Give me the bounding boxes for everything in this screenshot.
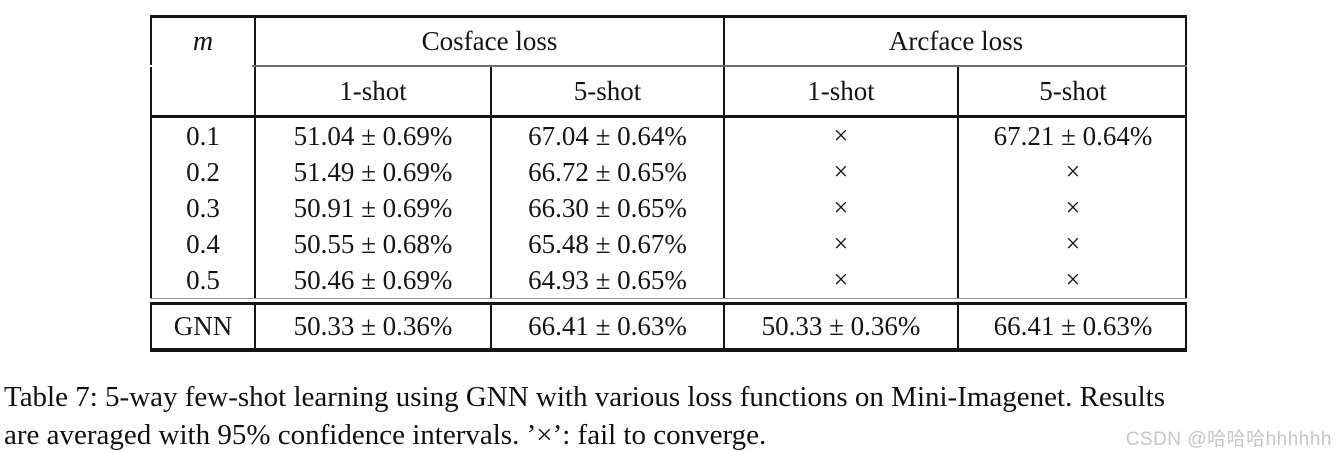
header-cosface-5shot: 5-shot bbox=[490, 67, 723, 115]
table-caption: Table 7: 5-way few-shot learning using G… bbox=[4, 378, 1332, 452]
cell-arcface-1shot: 50.33 ± 0.36% bbox=[723, 304, 957, 348]
table-top-rule bbox=[150, 15, 1187, 18]
cell-arcface-1shot: × bbox=[723, 226, 957, 262]
table-mid-rule bbox=[150, 115, 1187, 118]
cell-cosface-5shot: 67.04 ± 0.64% bbox=[490, 118, 723, 154]
table-double-rule bbox=[150, 298, 1187, 305]
header-group-arcface: Arcface loss bbox=[723, 18, 1187, 65]
cell-cosface-5shot: 66.72 ± 0.65% bbox=[490, 154, 723, 190]
header-arcface-1shot: 1-shot bbox=[723, 67, 957, 115]
cell-cosface-5shot: 66.30 ± 0.65% bbox=[490, 190, 723, 226]
cell-arcface-1shot: × bbox=[723, 190, 957, 226]
row-m-value: 0.5 bbox=[186, 264, 220, 295]
header-m-label: m bbox=[192, 25, 214, 57]
cell-arcface-5shot: × bbox=[957, 190, 1187, 226]
cell-cosface-5shot: 64.93 ± 0.65% bbox=[490, 262, 723, 298]
cell-arcface-5shot: 67.21 ± 0.64% bbox=[957, 118, 1187, 154]
row-m-value: 0.4 bbox=[186, 228, 220, 259]
cell-cosface-1shot: 51.04 ± 0.69% bbox=[254, 118, 490, 154]
cell-arcface-1shot: × bbox=[723, 154, 957, 190]
header-spacer bbox=[152, 67, 254, 115]
table-body: 0.1 51.04 ± 0.69% 67.04 ± 0.64% × 67.21 … bbox=[150, 118, 1187, 298]
header-group-cosface: Cosface loss bbox=[254, 18, 723, 65]
csdn-watermark: CSDN @哈哈哈hhhhhh bbox=[1125, 429, 1332, 450]
cell-cosface-5shot: 65.48 ± 0.67% bbox=[490, 226, 723, 262]
row-m-value: GNN bbox=[173, 310, 233, 341]
cell-arcface-1shot: × bbox=[723, 262, 957, 298]
cell-cosface-1shot: 50.33 ± 0.36% bbox=[254, 304, 490, 348]
table-header-shots: 1-shot 5-shot 1-shot 5-shot bbox=[150, 67, 1187, 115]
caption-line-2: are averaged with 95% confidence interva… bbox=[4, 419, 767, 451]
cell-cosface-1shot: 50.46 ± 0.69% bbox=[254, 262, 490, 298]
row-m-value: 0.2 bbox=[186, 156, 220, 187]
cell-arcface-5shot: × bbox=[957, 154, 1187, 190]
table-footer-row: GNN 50.33 ± 0.36% 66.41 ± 0.63% 50.33 ± … bbox=[150, 304, 1187, 348]
row-m-value: 0.3 bbox=[186, 192, 220, 223]
header-cosface-1shot: 1-shot bbox=[254, 67, 490, 115]
cell-cosface-1shot: 51.49 ± 0.69% bbox=[254, 154, 490, 190]
table-header-groups: m Cosface loss Arcface loss bbox=[150, 18, 1187, 65]
cell-cosface-1shot: 50.55 ± 0.68% bbox=[254, 226, 490, 262]
header-arcface-5shot: 5-shot bbox=[957, 67, 1187, 115]
cell-arcface-1shot: × bbox=[723, 118, 957, 154]
cell-arcface-5shot: × bbox=[957, 226, 1187, 262]
cell-arcface-5shot: 66.41 ± 0.63% bbox=[957, 304, 1187, 348]
results-table: m Cosface loss Arcface loss 1-shot 5-sho… bbox=[150, 15, 1187, 352]
header-cmidrule bbox=[252, 65, 1187, 67]
table-bottom-rule bbox=[150, 347, 1187, 352]
row-m-value: 0.1 bbox=[186, 120, 220, 151]
cell-arcface-5shot: × bbox=[957, 262, 1187, 298]
cell-cosface-5shot: 66.41 ± 0.63% bbox=[490, 304, 723, 348]
cell-cosface-1shot: 50.91 ± 0.69% bbox=[254, 190, 490, 226]
caption-line-1: Table 7: 5-way few-shot learning using G… bbox=[4, 381, 1166, 413]
